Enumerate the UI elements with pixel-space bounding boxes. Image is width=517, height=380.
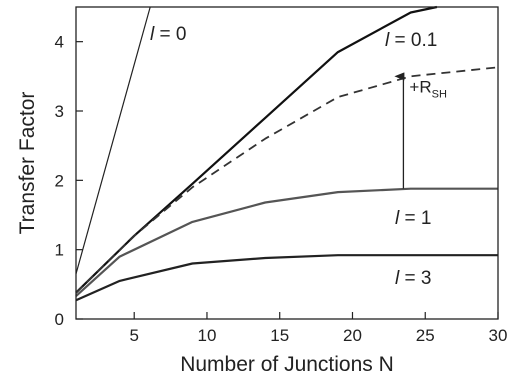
y-tick-label-2: 2 [55, 171, 64, 190]
series-line-4 [75, 254, 498, 302]
curve-label-0: l = 0 [150, 24, 186, 45]
x-tick-label-5: 30 [489, 326, 508, 345]
y-tick-label-1: 1 [55, 241, 64, 260]
x-tick-label-2: 15 [270, 326, 289, 345]
y-tick-label-0: 0 [55, 310, 64, 329]
x-tick-label-4: 25 [416, 326, 435, 345]
plot-frame [75, 6, 499, 320]
y-tick-label-4: 4 [55, 33, 64, 52]
rsh-annotation: +RSH [409, 77, 447, 100]
annotation-layer: +RSH [394, 72, 447, 189]
y-tick-label-3: 3 [55, 102, 64, 121]
curve-label-4: l = 3 [395, 268, 431, 289]
curve-labels-layer: l = 0 l = 0.1 l = 1 l = 3 [150, 24, 437, 289]
series-line-3 [75, 187, 498, 297]
axis-ticks-layer: 5 10 15 20 25 30 0 1 2 3 4 [55, 33, 508, 345]
x-axis-label: Number of Junctions N [180, 353, 394, 376]
series-line-2 [75, 66, 499, 294]
series-line-0 [75, 6, 151, 275]
curve-label-1: l = 0.1 [385, 30, 437, 51]
series-line-1 [75, 5, 438, 294]
x-tick-label-0: 5 [129, 326, 138, 345]
x-tick-label-3: 20 [343, 326, 362, 345]
x-tick-label-1: 10 [198, 326, 217, 345]
curve-label-3: l = 1 [395, 208, 431, 229]
y-axis-label: Transfer Factor [16, 92, 39, 235]
curves-layer [75, 5, 499, 302]
